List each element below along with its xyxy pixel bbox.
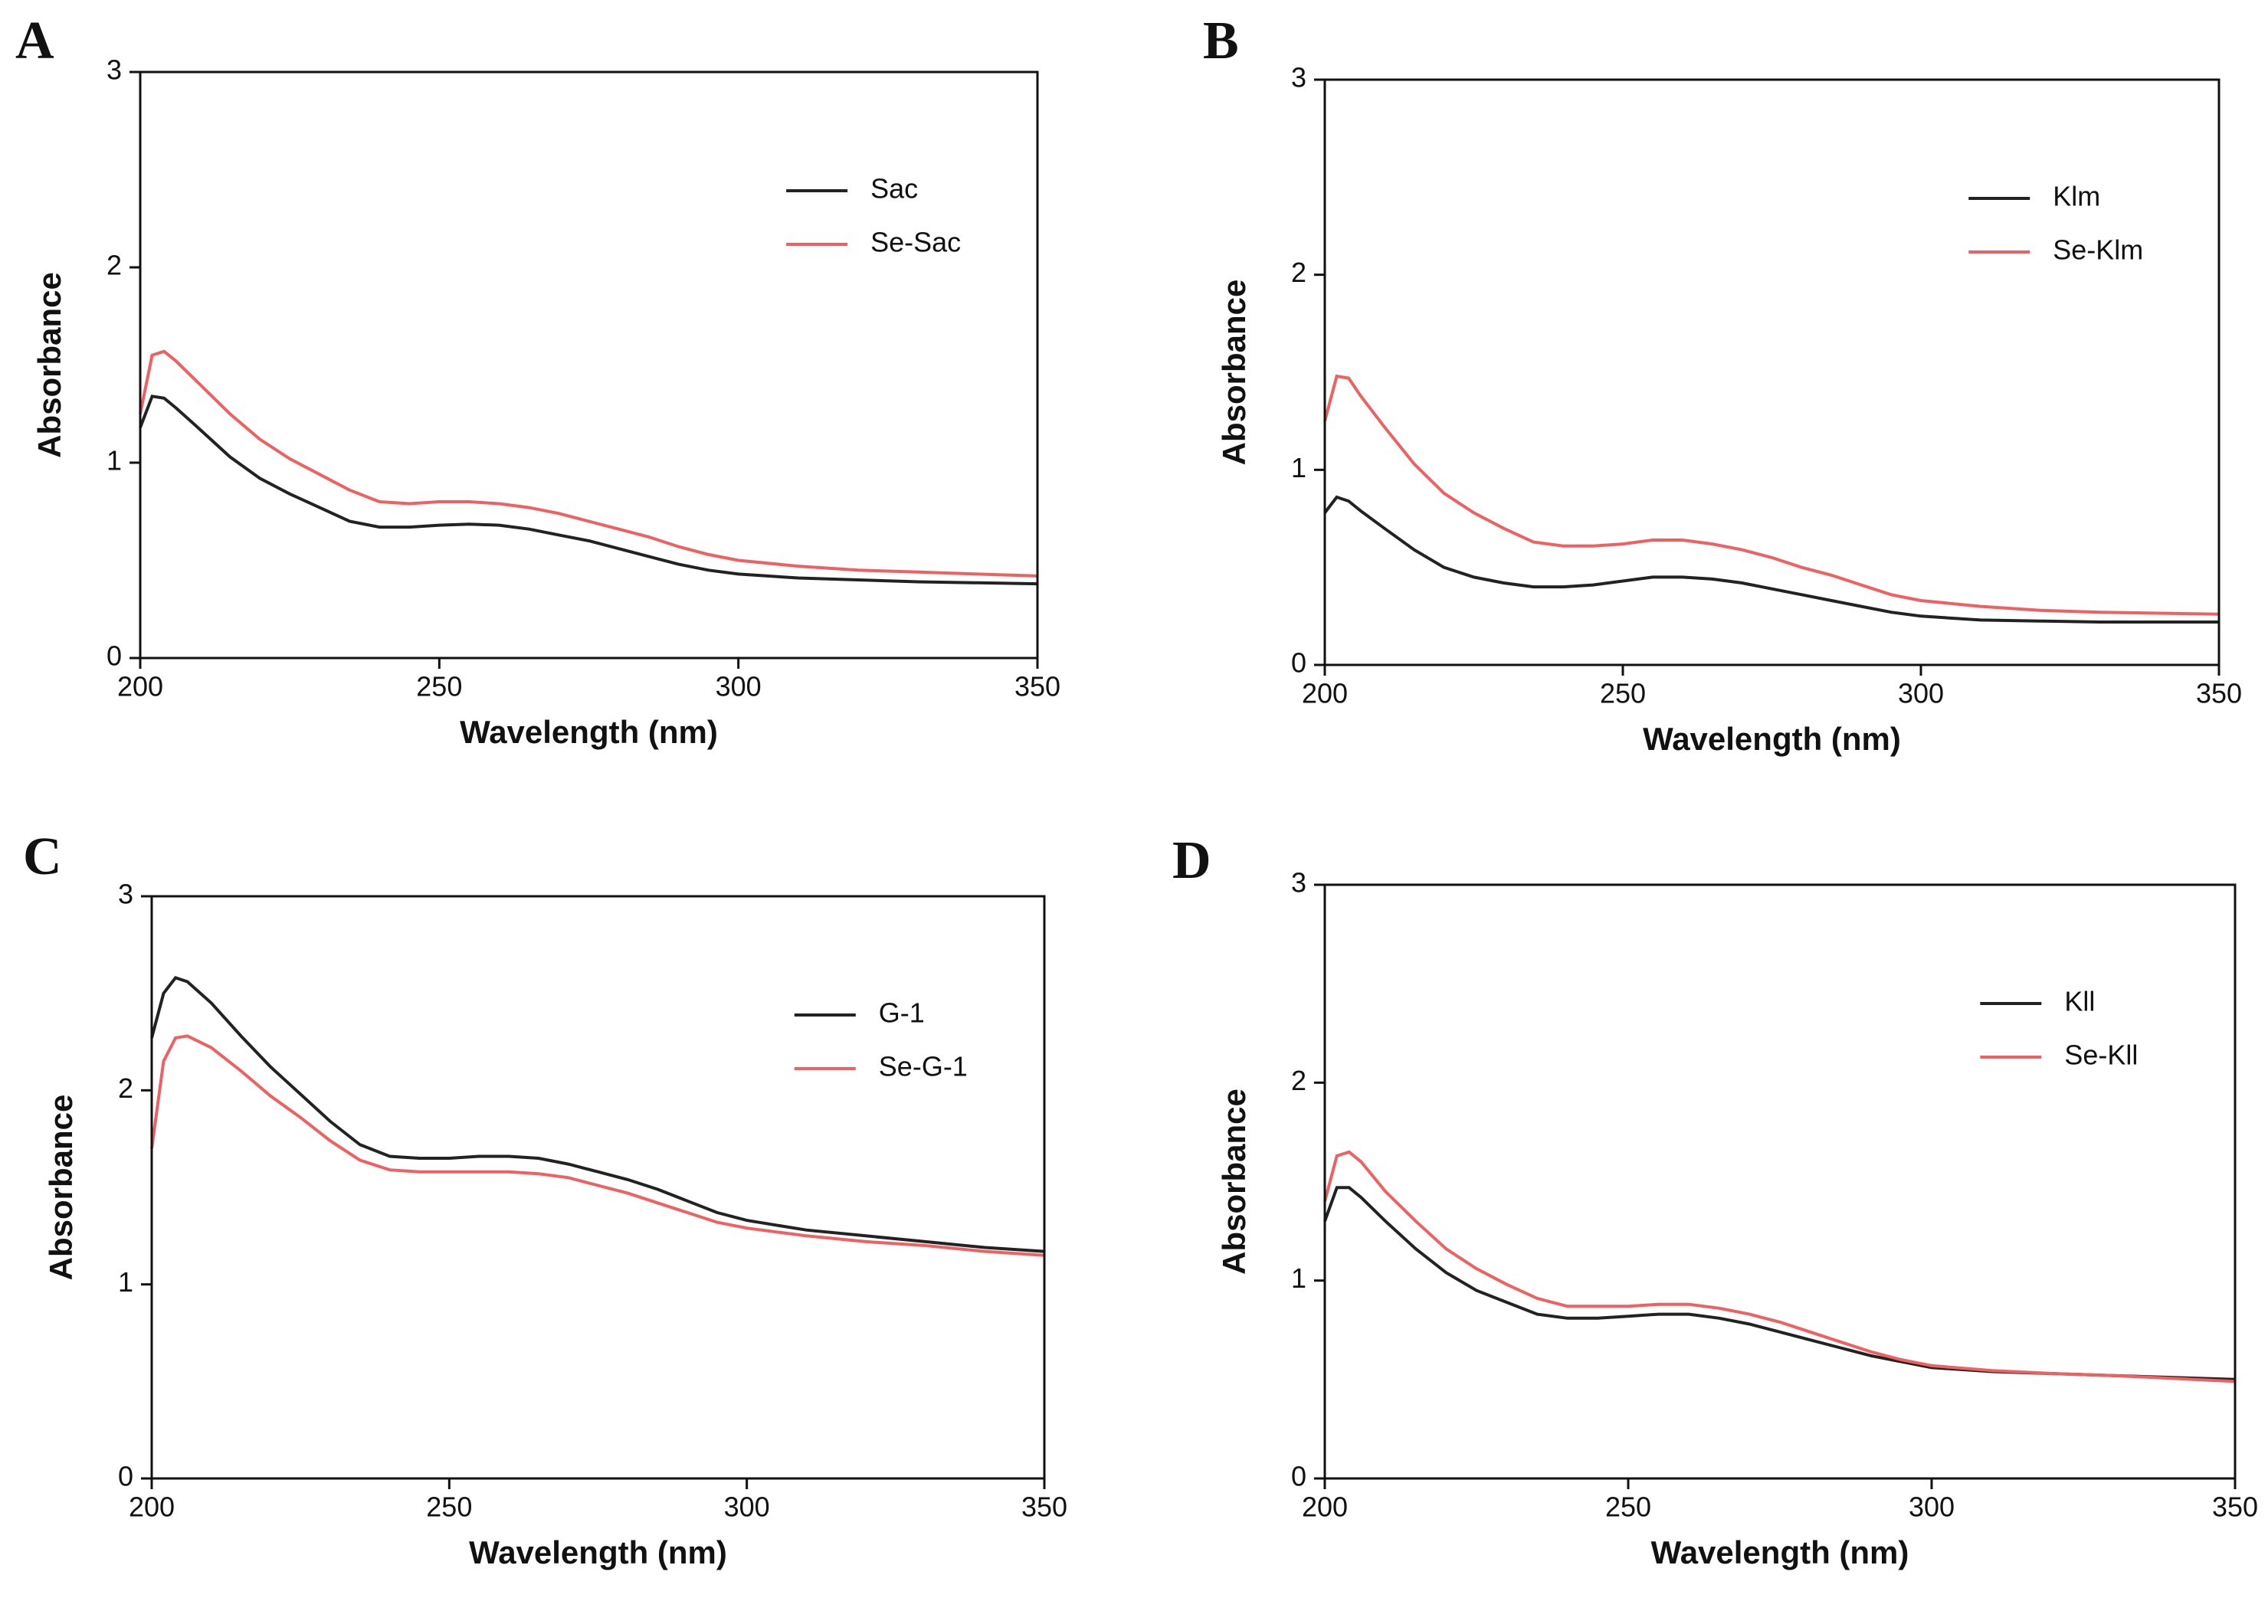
- y-tick-label: 3: [107, 54, 122, 86]
- legend-label: Klm: [2053, 181, 2100, 212]
- x-axis-label: Wavelength (nm): [1651, 1534, 1909, 1570]
- x-tick-label: 250: [426, 1491, 472, 1523]
- data-line: [1323, 495, 2219, 624]
- y-tick-label: 1: [118, 1266, 133, 1298]
- y-tick-label: 1: [1291, 1262, 1306, 1294]
- y-axis-label: Absorbance: [31, 272, 67, 458]
- x-tick-label: 200: [1302, 678, 1348, 709]
- data-line: [150, 1034, 1045, 1257]
- plot-frame: [150, 895, 1046, 1480]
- x-tick-label: 300: [1898, 678, 1944, 709]
- x-tick-label: 200: [129, 1491, 175, 1523]
- legend-label: Se-Klm: [2053, 234, 2143, 266]
- plot-frame: [1323, 78, 2220, 666]
- data-line: [1323, 1186, 2236, 1381]
- legend-label: Se-Sac: [870, 227, 961, 258]
- y-tick-label: 0: [1291, 647, 1306, 679]
- data-line: [150, 976, 1045, 1253]
- y-tick-label: 2: [1291, 257, 1306, 288]
- y-axis-label: Absorbance: [1216, 1089, 1252, 1275]
- legend-label: Sac: [870, 173, 918, 205]
- x-tick-label: 250: [1600, 678, 1646, 709]
- panel-label: D: [1172, 831, 1211, 890]
- x-tick-label: 250: [1605, 1491, 1651, 1523]
- y-tick-label: 3: [118, 879, 133, 910]
- x-tick-label: 350: [2196, 678, 2242, 709]
- x-tick-label: 200: [1302, 1491, 1348, 1523]
- x-tick-label: 350: [1014, 671, 1060, 702]
- y-tick-label: 2: [107, 250, 122, 281]
- data-line: [139, 395, 1038, 586]
- y-tick-label: 1: [1291, 452, 1306, 483]
- x-tick-label: 300: [1909, 1491, 1955, 1523]
- x-tick-label: 200: [117, 671, 163, 702]
- panel-label: B: [1203, 11, 1239, 70]
- x-tick-label: 300: [716, 671, 762, 702]
- y-axis-label: Absorbance: [43, 1095, 79, 1281]
- panel-label: C: [23, 827, 62, 886]
- panel-label: A: [15, 11, 54, 70]
- plot-frame: [139, 70, 1039, 660]
- legend-label: Se-Kll: [2064, 1040, 2138, 1071]
- x-tick-label: 350: [1021, 1491, 1067, 1523]
- y-tick-label: 0: [1291, 1461, 1306, 1492]
- y-tick-label: 3: [1291, 62, 1306, 93]
- y-tick-label: 2: [1291, 1065, 1306, 1096]
- data-line: [139, 349, 1038, 578]
- x-axis-label: Wavelength (nm): [460, 714, 718, 750]
- legend-label: G-1: [879, 997, 925, 1029]
- y-tick-label: 0: [118, 1461, 133, 1492]
- x-axis-label: Wavelength (nm): [1643, 721, 1901, 757]
- y-tick-label: 3: [1291, 867, 1306, 899]
- x-axis-label: Wavelength (nm): [469, 1534, 727, 1570]
- legend-label: Kll: [2064, 986, 2095, 1017]
- plot-frame: [1323, 883, 2237, 1480]
- legend-label: Se-G-1: [879, 1051, 968, 1082]
- x-tick-label: 300: [724, 1491, 770, 1523]
- y-tick-label: 1: [107, 445, 122, 476]
- y-axis-label: Absorbance: [1216, 280, 1252, 466]
- x-tick-label: 250: [416, 671, 462, 702]
- data-line: [1323, 1150, 2236, 1383]
- y-tick-label: 2: [118, 1072, 133, 1104]
- y-tick-label: 0: [107, 640, 122, 672]
- x-tick-label: 350: [2212, 1491, 2258, 1523]
- data-line: [1323, 374, 2220, 616]
